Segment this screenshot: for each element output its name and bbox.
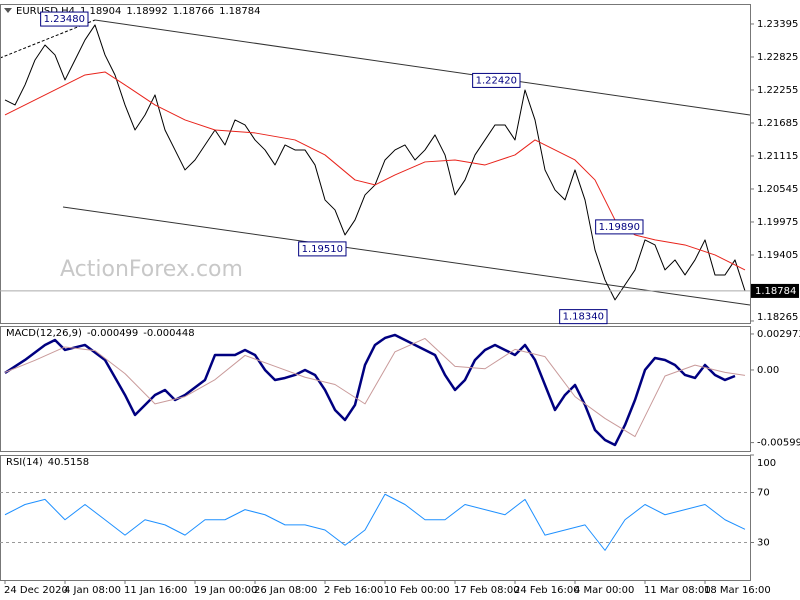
panel-header: MACD(12,26,9) bbox=[6, 328, 82, 339]
y-tick-label: 100 bbox=[757, 458, 776, 469]
panel-frame bbox=[0, 455, 751, 581]
panel-header: 40.5158 bbox=[48, 457, 89, 468]
annotation-label: 1.19890 bbox=[599, 222, 640, 233]
y-tick-label: 1.22255 bbox=[757, 85, 798, 96]
panel-frame bbox=[0, 326, 751, 452]
x-tick-label: 4 Jan 08:00 bbox=[64, 585, 121, 596]
x-tick-label: 24 Dec 2020 bbox=[4, 585, 68, 596]
collapse-icon bbox=[4, 8, 12, 13]
channel-line bbox=[62, 206, 751, 306]
y-tick-label: 1.18265 bbox=[757, 312, 798, 323]
x-tick-label: 4 Mar 00:00 bbox=[574, 585, 634, 596]
panel-header: -0.000448 bbox=[143, 328, 194, 339]
annotation-label: 1.23480 bbox=[44, 14, 85, 25]
line-series bbox=[4, 337, 746, 438]
x-tick-label: 19 Jan 00:00 bbox=[194, 585, 257, 596]
x-tick-label: 26 Jan 08:00 bbox=[254, 585, 317, 596]
panel-header: RSI(14) bbox=[6, 457, 43, 468]
annotation-label: 1.22420 bbox=[476, 75, 517, 86]
panel-header: 1.18766 bbox=[173, 6, 214, 17]
y-tick-label: -0.005996 bbox=[757, 438, 800, 449]
panel-header: EURUSD,H4 bbox=[16, 6, 75, 17]
annotation-label: 1.19510 bbox=[302, 244, 343, 255]
y-tick-label: 1.21685 bbox=[757, 118, 798, 129]
x-tick-label: 2 Feb 16:00 bbox=[324, 585, 383, 596]
y-tick-label: 0.002973 bbox=[757, 329, 800, 340]
panel-header: 1.18992 bbox=[126, 6, 167, 17]
panel-header: 1.18904 bbox=[80, 6, 121, 17]
annotation-label: 1.18340 bbox=[563, 312, 604, 323]
current-price-label: 1.18784 bbox=[755, 286, 796, 297]
y-tick-label: 1.22825 bbox=[757, 52, 798, 63]
y-tick-label: 1.19975 bbox=[757, 217, 798, 228]
x-tick-label: 10 Feb 00:00 bbox=[384, 585, 450, 596]
annotation-box bbox=[559, 309, 608, 325]
annotation-box bbox=[40, 11, 89, 27]
x-tick-label: 24 Feb 16:00 bbox=[514, 585, 580, 596]
y-tick-label: 1.20545 bbox=[757, 184, 798, 195]
current-price-box bbox=[751, 283, 799, 298]
x-tick-label: 17 Feb 08:00 bbox=[454, 585, 520, 596]
y-tick-label: 70 bbox=[757, 488, 770, 499]
y-tick-label: 1.19405 bbox=[757, 250, 798, 261]
y-tick-label: 30 bbox=[757, 538, 770, 549]
y-tick-label: 0.00 bbox=[757, 365, 779, 376]
annotation-box bbox=[298, 241, 347, 257]
panel-frame bbox=[0, 4, 751, 324]
annotation-box bbox=[472, 72, 521, 88]
y-tick-label: 1.21115 bbox=[757, 151, 798, 162]
line-series bbox=[4, 493, 746, 551]
panel-header: 1.18784 bbox=[219, 6, 260, 17]
x-tick-label: 11 Mar 08:00 bbox=[644, 585, 711, 596]
watermark: ActionForex.com bbox=[60, 257, 243, 282]
x-tick-label: 11 Jan 16:00 bbox=[124, 585, 187, 596]
x-tick-label: 18 Mar 16:00 bbox=[704, 585, 771, 596]
line-series bbox=[4, 333, 736, 447]
y-tick-label: 1.23395 bbox=[757, 19, 798, 30]
annotation-box bbox=[595, 219, 644, 235]
panel-header: -0.000499 bbox=[87, 328, 138, 339]
channel-line bbox=[94, 19, 751, 116]
